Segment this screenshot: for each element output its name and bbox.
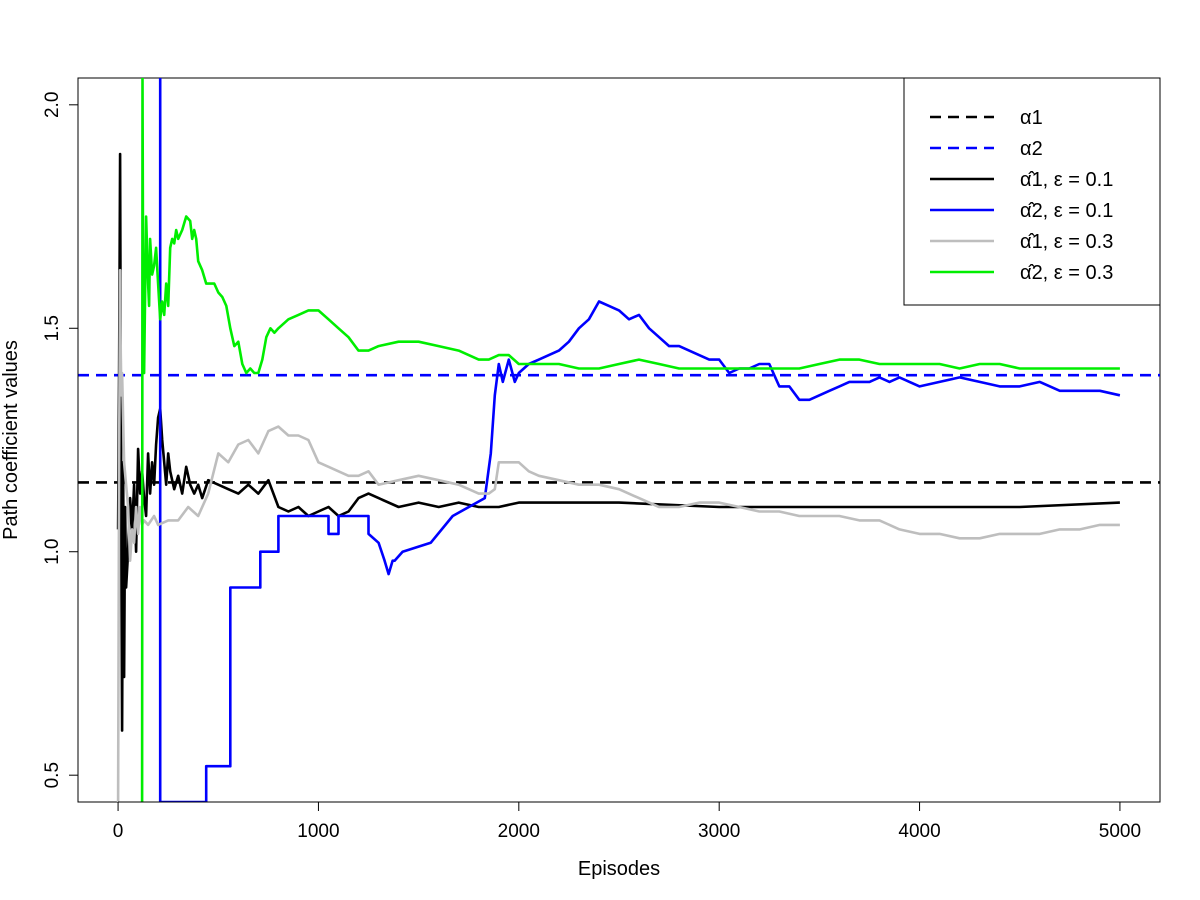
x-tick-label: 0 [113,821,124,842]
legend-label: α̂1, ε = 0.1 [1020,169,1113,191]
legend-label: α̂1, ε = 0.3 [1020,231,1113,253]
legend-label: α̂2, ε = 0.1 [1020,200,1113,222]
series-line [140,78,1120,802]
series-line [158,78,1121,802]
y-axis-title: Path coefficient values [0,340,22,540]
series-line [116,152,1120,732]
x-tick-label: 5000 [1099,821,1141,842]
legend: α1 α2 α̂1, ε = 0.1 α̂2, ε = 0.1 α̂1, ε = 0.3… [903,77,1161,306]
y-axis: 0.5 1.0 1.5 2.0 [42,92,79,788]
series-layer [116,78,1121,802]
x-axis: 0 1000 2000 3000 4000 5000 [113,801,1141,842]
x-tick-label: 1000 [297,821,339,842]
x-tick-label: 3000 [698,821,740,842]
x-axis-title: Episodes [578,858,660,880]
legend-label: α1 [1020,107,1043,129]
x-tick-label: 2000 [498,821,540,842]
reference-lines [78,373,1160,484]
x-tick-label: 4000 [898,821,940,842]
y-tick-label: 1.0 [42,539,63,565]
legend-label: α2 [1020,138,1043,160]
legend-label: α̂2, ε = 0.3 [1020,262,1113,284]
legend-box [903,77,1161,306]
series-line [116,268,1120,802]
y-tick-label: 1.5 [42,315,63,341]
y-tick-label: 2.0 [42,92,63,118]
y-tick-label: 0.5 [42,762,63,788]
